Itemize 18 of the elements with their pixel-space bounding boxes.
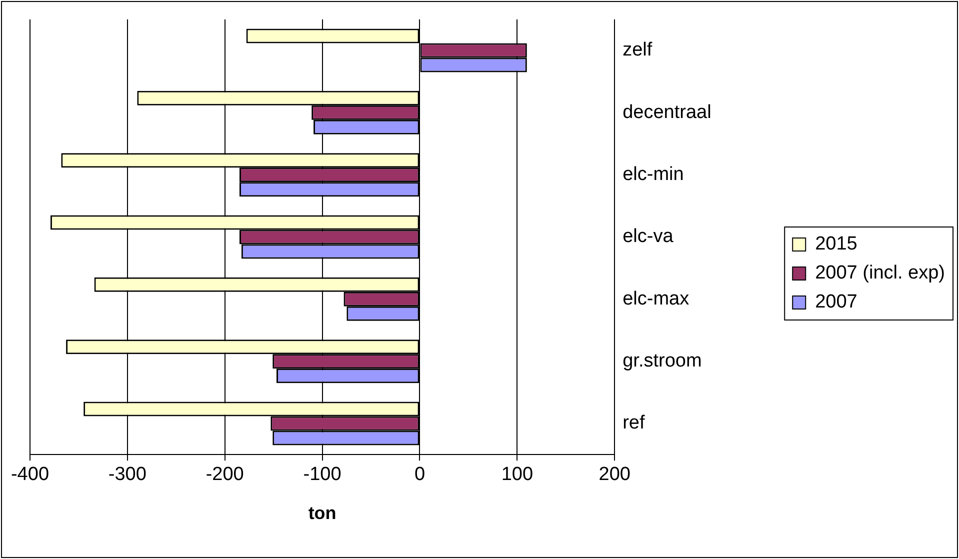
legend-label: 2007 (incl. exp) bbox=[815, 262, 946, 284]
x-tick-label: -100 bbox=[303, 464, 342, 486]
y-tick-label: elc-min bbox=[622, 164, 684, 186]
x-tick-label: 200 bbox=[598, 464, 630, 486]
y-tick-label: gr.stroom bbox=[622, 350, 702, 372]
x-tick-label: 100 bbox=[501, 464, 534, 486]
y-tick-label: decentraal bbox=[622, 102, 712, 123]
x-tick-label: -200 bbox=[206, 464, 244, 486]
legend-label: 2007 bbox=[815, 292, 858, 313]
legend-label: 2015 bbox=[815, 234, 858, 255]
x-tick-label: 0 bbox=[414, 464, 426, 486]
x-tick-label: -300 bbox=[108, 464, 146, 486]
x-tick-label: -400 bbox=[10, 464, 50, 486]
y-tick-label: ref bbox=[622, 412, 646, 434]
x-axis-title: ton bbox=[308, 503, 336, 524]
y-tick-label: zelf bbox=[622, 40, 653, 61]
y-tick-label: elc-va bbox=[622, 226, 674, 248]
y-tick-label: elc-max bbox=[622, 288, 690, 310]
